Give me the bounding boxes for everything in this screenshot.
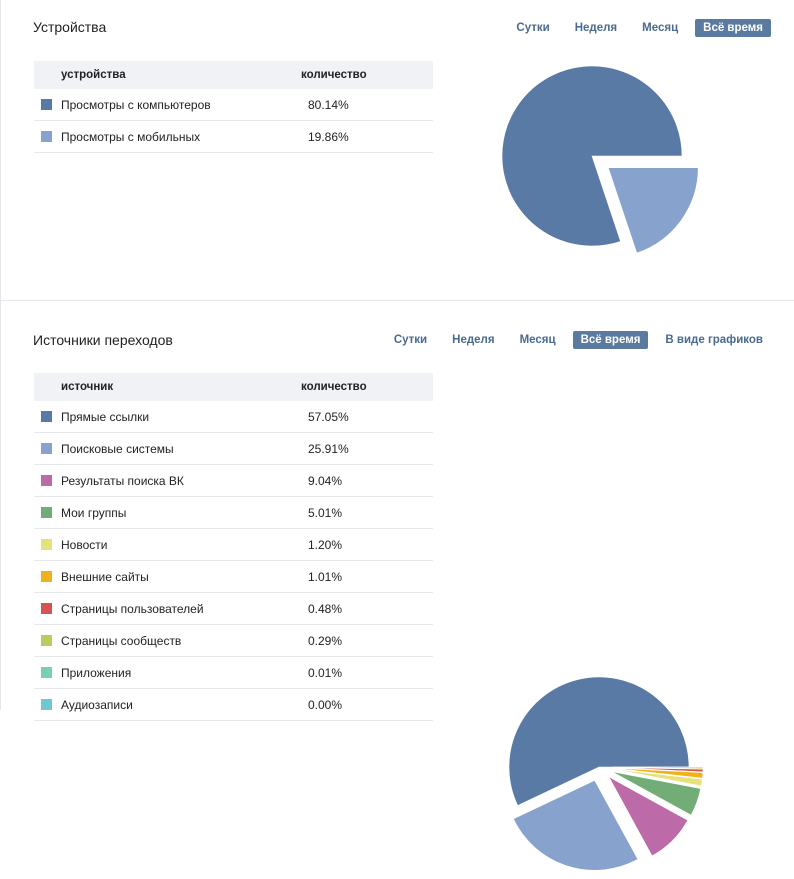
devices-col-source: устройства: [34, 61, 300, 89]
row-label: Просмотры с компьютеров: [61, 98, 211, 112]
table-row: Внешние сайты 1.01%: [34, 561, 433, 593]
row-value: 5.01%: [300, 497, 433, 529]
table-row: Просмотры с мобильных 19.86%: [34, 121, 433, 153]
sources-period-tabs: Сутки Неделя Месяц Всё время В виде графиков: [377, 331, 771, 349]
table-row: Прямые ссылки 57.05%: [34, 401, 433, 433]
devices-tab-2[interactable]: Месяц: [634, 19, 686, 37]
legend-swatch: [41, 131, 52, 142]
devices-tab-0[interactable]: Сутки: [508, 19, 557, 37]
sources-tab-1[interactable]: Неделя: [444, 331, 502, 349]
table-row: Приложения 0.01%: [34, 657, 433, 689]
sources-pie-chart: [501, 669, 711, 879]
legend-swatch: [41, 635, 52, 646]
devices-pie-chart: [496, 60, 706, 260]
sources-col-count: количество: [300, 373, 433, 401]
devices-col-count: количество: [300, 61, 433, 89]
legend-swatch: [41, 539, 52, 550]
row-label: Внешние сайты: [61, 570, 149, 584]
stats-page: Устройства Сутки Неделя Месяц Всё время уст…: [0, 0, 794, 710]
table-row: Аудиозаписи 0.00%: [34, 689, 433, 721]
row-label: Прямые ссылки: [61, 410, 149, 424]
legend-swatch: [41, 603, 52, 614]
table-row: Новости 1.20%: [34, 529, 433, 561]
row-value: 9.04%: [300, 465, 433, 497]
legend-swatch: [41, 475, 52, 486]
sources-section: Источники переходов Сутки Неделя Месяц Всё …: [0, 301, 794, 710]
row-label: Результаты поиска ВК: [61, 474, 184, 488]
row-value: 0.48%: [300, 593, 433, 625]
sources-tab-3[interactable]: Всё время: [573, 331, 649, 349]
legend-swatch: [41, 507, 52, 518]
devices-table-header: устройства количество: [34, 61, 433, 89]
row-label: Страницы пользователей: [61, 602, 204, 616]
row-value: 0.29%: [300, 625, 433, 657]
row-label: Страницы сообществ: [61, 634, 181, 648]
table-row: Страницы пользователей 0.48%: [34, 593, 433, 625]
devices-pie-slice-1[interactable]: [608, 168, 698, 253]
row-value: 19.86%: [300, 121, 433, 153]
row-label: Мои группы: [61, 506, 126, 520]
table-row: Страницы сообществ 0.29%: [34, 625, 433, 657]
devices-period-tabs: Сутки Неделя Месяц Всё время: [499, 19, 771, 37]
devices-tab-3[interactable]: Всё время: [695, 19, 771, 37]
legend-swatch: [41, 571, 52, 582]
sources-title: Источники переходов: [33, 332, 173, 348]
row-value: 25.91%: [300, 433, 433, 465]
table-row: Результаты поиска ВК 9.04%: [34, 465, 433, 497]
sources-tab-2[interactable]: Месяц: [512, 331, 564, 349]
sources-tab-4[interactable]: В виде графиков: [657, 331, 771, 349]
row-label: Новости: [61, 538, 107, 552]
row-label: Приложения: [61, 666, 131, 680]
sources-tab-0[interactable]: Сутки: [386, 331, 435, 349]
legend-swatch: [41, 667, 52, 678]
devices-tab-1[interactable]: Неделя: [567, 19, 625, 37]
devices-title: Устройства: [33, 19, 106, 35]
legend-swatch: [41, 699, 52, 710]
table-row: Мои группы 5.01%: [34, 497, 433, 529]
table-row: Поисковые системы 25.91%: [34, 433, 433, 465]
legend-swatch: [41, 443, 52, 454]
row-label: Просмотры с мобильных: [61, 130, 200, 144]
row-label: Поисковые системы: [61, 442, 174, 456]
table-row: Просмотры с компьютеров 80.14%: [34, 89, 433, 121]
row-value: 80.14%: [300, 89, 433, 121]
sources-col-source: источник: [34, 373, 300, 401]
devices-section: Устройства Сутки Неделя Месяц Всё время уст…: [0, 0, 794, 300]
row-value: 1.20%: [300, 529, 433, 561]
row-value: 57.05%: [300, 401, 433, 433]
legend-swatch: [41, 99, 52, 110]
devices-table: устройства количество Просмотры с компью…: [34, 61, 433, 153]
row-value: 1.01%: [300, 561, 433, 593]
row-value: 0.00%: [300, 689, 433, 721]
sources-table-header: источник количество: [34, 373, 433, 401]
row-value: 0.01%: [300, 657, 433, 689]
row-label: Аудиозаписи: [61, 698, 133, 712]
legend-swatch: [41, 411, 52, 422]
